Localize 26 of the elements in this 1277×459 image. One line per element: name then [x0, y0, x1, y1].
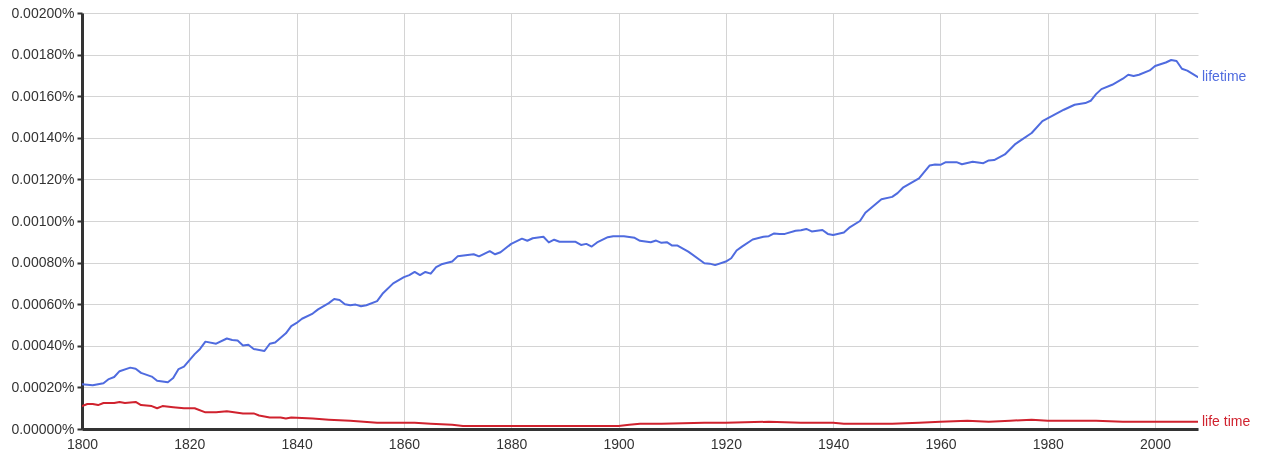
y-tick-label: 0.00040%	[11, 337, 75, 354]
y-tick-label: 0.00060%	[11, 295, 75, 312]
y-tick-label: 0.00180%	[11, 46, 75, 63]
y-tick-label: 0.00120%	[11, 170, 75, 187]
y-tick-label: 0.00000%	[11, 420, 75, 437]
y-tick-label: 0.00100%	[11, 212, 75, 229]
x-tick-label: 1980	[1032, 435, 1065, 452]
x-tick-label: 2000	[1140, 435, 1172, 452]
y-tick-label: 0.00200%	[11, 4, 75, 21]
x-tick-label: 1800	[66, 435, 99, 452]
line-series	[82, 59, 1198, 387]
x-tick-label: 1840	[281, 435, 313, 452]
series-label: life time	[1202, 412, 1251, 429]
line-series	[82, 400, 1198, 427]
y-tick-label: 0.00080%	[11, 254, 75, 271]
y-tick-label: 0.00020%	[11, 378, 75, 395]
series-label: lifetime	[1202, 68, 1247, 85]
x-tick-label: 1900	[603, 435, 635, 452]
x-tick-label: 1960	[925, 435, 957, 452]
x-tick-label: 1860	[388, 435, 421, 452]
y-tick-label: 0.00160%	[11, 87, 75, 104]
x-tick-label: 1820	[174, 435, 206, 452]
x-tick-label: 1880	[496, 435, 528, 452]
y-tick-label: 0.00140%	[11, 129, 75, 146]
x-tick-label: 1920	[710, 435, 743, 452]
x-tick-label: 1940	[818, 435, 850, 452]
